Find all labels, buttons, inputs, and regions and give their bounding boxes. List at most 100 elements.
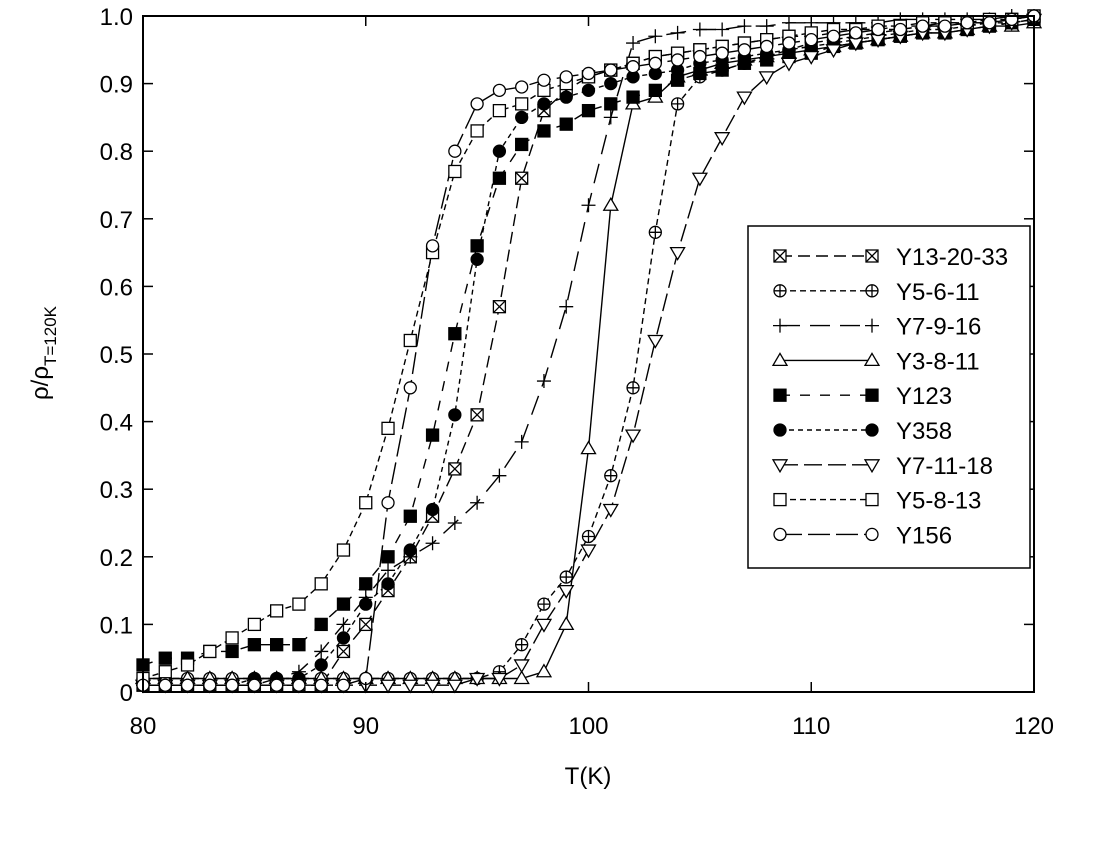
data-point-y13-20-33 [470,408,484,422]
data-point-y7-9-16 [425,536,440,551]
data-point-y358 [359,597,373,611]
legend-marker-y5-6-11 [865,284,879,298]
data-point-y358 [515,110,529,125]
data-point-y7-11-18 [803,50,820,65]
data-point-y123 [559,117,573,131]
data-point-y156 [470,97,484,111]
legend-marker-y13-20-33 [865,249,879,263]
data-point-y156 [737,43,752,57]
data-point-y7-11-18 [736,91,753,106]
legend-marker-y7-11-18 [771,459,789,474]
legend-marker-y7-11-18 [863,459,881,474]
data-point-y123 [604,97,618,111]
data-point-y5-8-13 [381,421,395,436]
x-tick-label: 120 [1014,713,1054,740]
data-point-y358 [492,144,507,158]
data-point-y7-11-18 [513,659,530,674]
data-point-y156 [915,19,930,33]
data-point-y7-11-18 [758,71,775,86]
x-tick-label: 90 [352,713,379,740]
y-tick-label: 0.9 [100,72,133,99]
data-point-y123 [470,239,484,253]
data-point-y156 [180,678,195,692]
data-point-y156 [158,678,172,692]
data-point-y156 [804,33,818,47]
data-point-y5-8-13 [247,617,262,632]
data-point-y123 [381,550,395,564]
data-point-y156 [604,63,618,77]
data-point-y3-8-11 [513,670,530,685]
data-point-y5-8-13 [158,665,172,679]
legend-marker-y156 [865,527,879,542]
data-point-y7-11-18 [491,672,508,687]
data-point-y7-9-16 [581,198,596,213]
data-point-y7-9-16 [759,19,774,34]
data-point-y7-11-18 [780,57,798,72]
data-point-y123 [158,651,172,665]
legend-label-y358: Y358 [896,418,952,445]
data-point-y5-6-11 [581,529,596,544]
data-point-y5-8-13 [492,103,507,118]
data-point-y3-8-11 [558,616,575,631]
y-tick-label: 0 [120,680,133,707]
data-point-y156 [269,678,284,692]
data-point-y358 [314,658,328,672]
legend-marker-y5-8-13 [773,492,787,507]
legend-label-y123: Y123 [896,383,952,410]
data-point-y123 [648,83,662,98]
data-point-y5-8-13 [269,604,284,618]
data-point-y156 [403,381,417,395]
data-point-y7-9-16 [670,25,685,40]
data-point-y123 [292,638,306,652]
data-point-y7-11-18 [468,672,486,687]
data-point-y5-8-13 [359,496,373,510]
data-point-y358 [604,76,618,91]
data-point-y123 [492,171,507,185]
legend-marker-y3-8-11 [863,352,881,367]
y-tick-label: 0.6 [100,274,133,301]
data-point-y3-8-11 [602,196,619,211]
data-point-y156 [715,46,729,60]
data-point-y7-11-18 [825,44,842,59]
data-point-y123 [581,103,596,118]
data-point-y5-8-13 [225,631,239,645]
x-tick-label: 110 [792,713,830,740]
legend-marker-y5-6-11 [773,284,787,298]
data-point-y7-9-16 [314,644,329,659]
data-point-y7-9-16 [447,516,462,530]
data-point-y13-20-33 [359,617,373,632]
data-point-y156 [425,239,440,253]
data-point-y7-9-16 [781,15,796,30]
legend-marker-y7-9-16 [773,318,787,333]
data-point-y7-11-18 [647,334,664,349]
data-point-y156 [581,66,596,81]
x-axis-title: T(K) [565,763,612,790]
legend-box [747,225,1031,569]
data-point-y5-8-13 [403,333,417,348]
data-point-y5-6-11 [670,97,685,111]
data-point-y7-9-16 [648,29,663,44]
legend-label-y5-6-11: Y5-6-11 [896,279,980,306]
data-point-y123 [336,597,351,611]
legend-label-y7-9-16: Y7-9-16 [896,314,981,341]
legend-marker-y3-8-11 [771,352,789,367]
data-point-y358 [470,252,484,267]
data-point-y156 [982,16,997,30]
data-point-y156 [782,36,796,50]
data-point-y5-6-11 [515,638,529,652]
data-point-y358 [381,577,395,591]
y-axis-title: ρ/ρT=120K [27,305,60,400]
y-tick-label: 0.1 [100,612,133,639]
data-point-y123 [359,577,373,591]
data-point-y7-11-18 [580,544,597,559]
data-point-y156 [871,22,885,37]
data-point-y5-6-11 [626,381,640,395]
series-points-y156 [136,9,1041,692]
data-point-y7-11-18 [402,679,419,694]
x-tick-label: 100 [568,713,608,740]
data-point-y7-11-18 [446,679,463,694]
data-point-y156 [960,16,974,30]
data-point-y7-9-16 [626,36,641,51]
data-point-y13-20-33 [448,462,462,476]
